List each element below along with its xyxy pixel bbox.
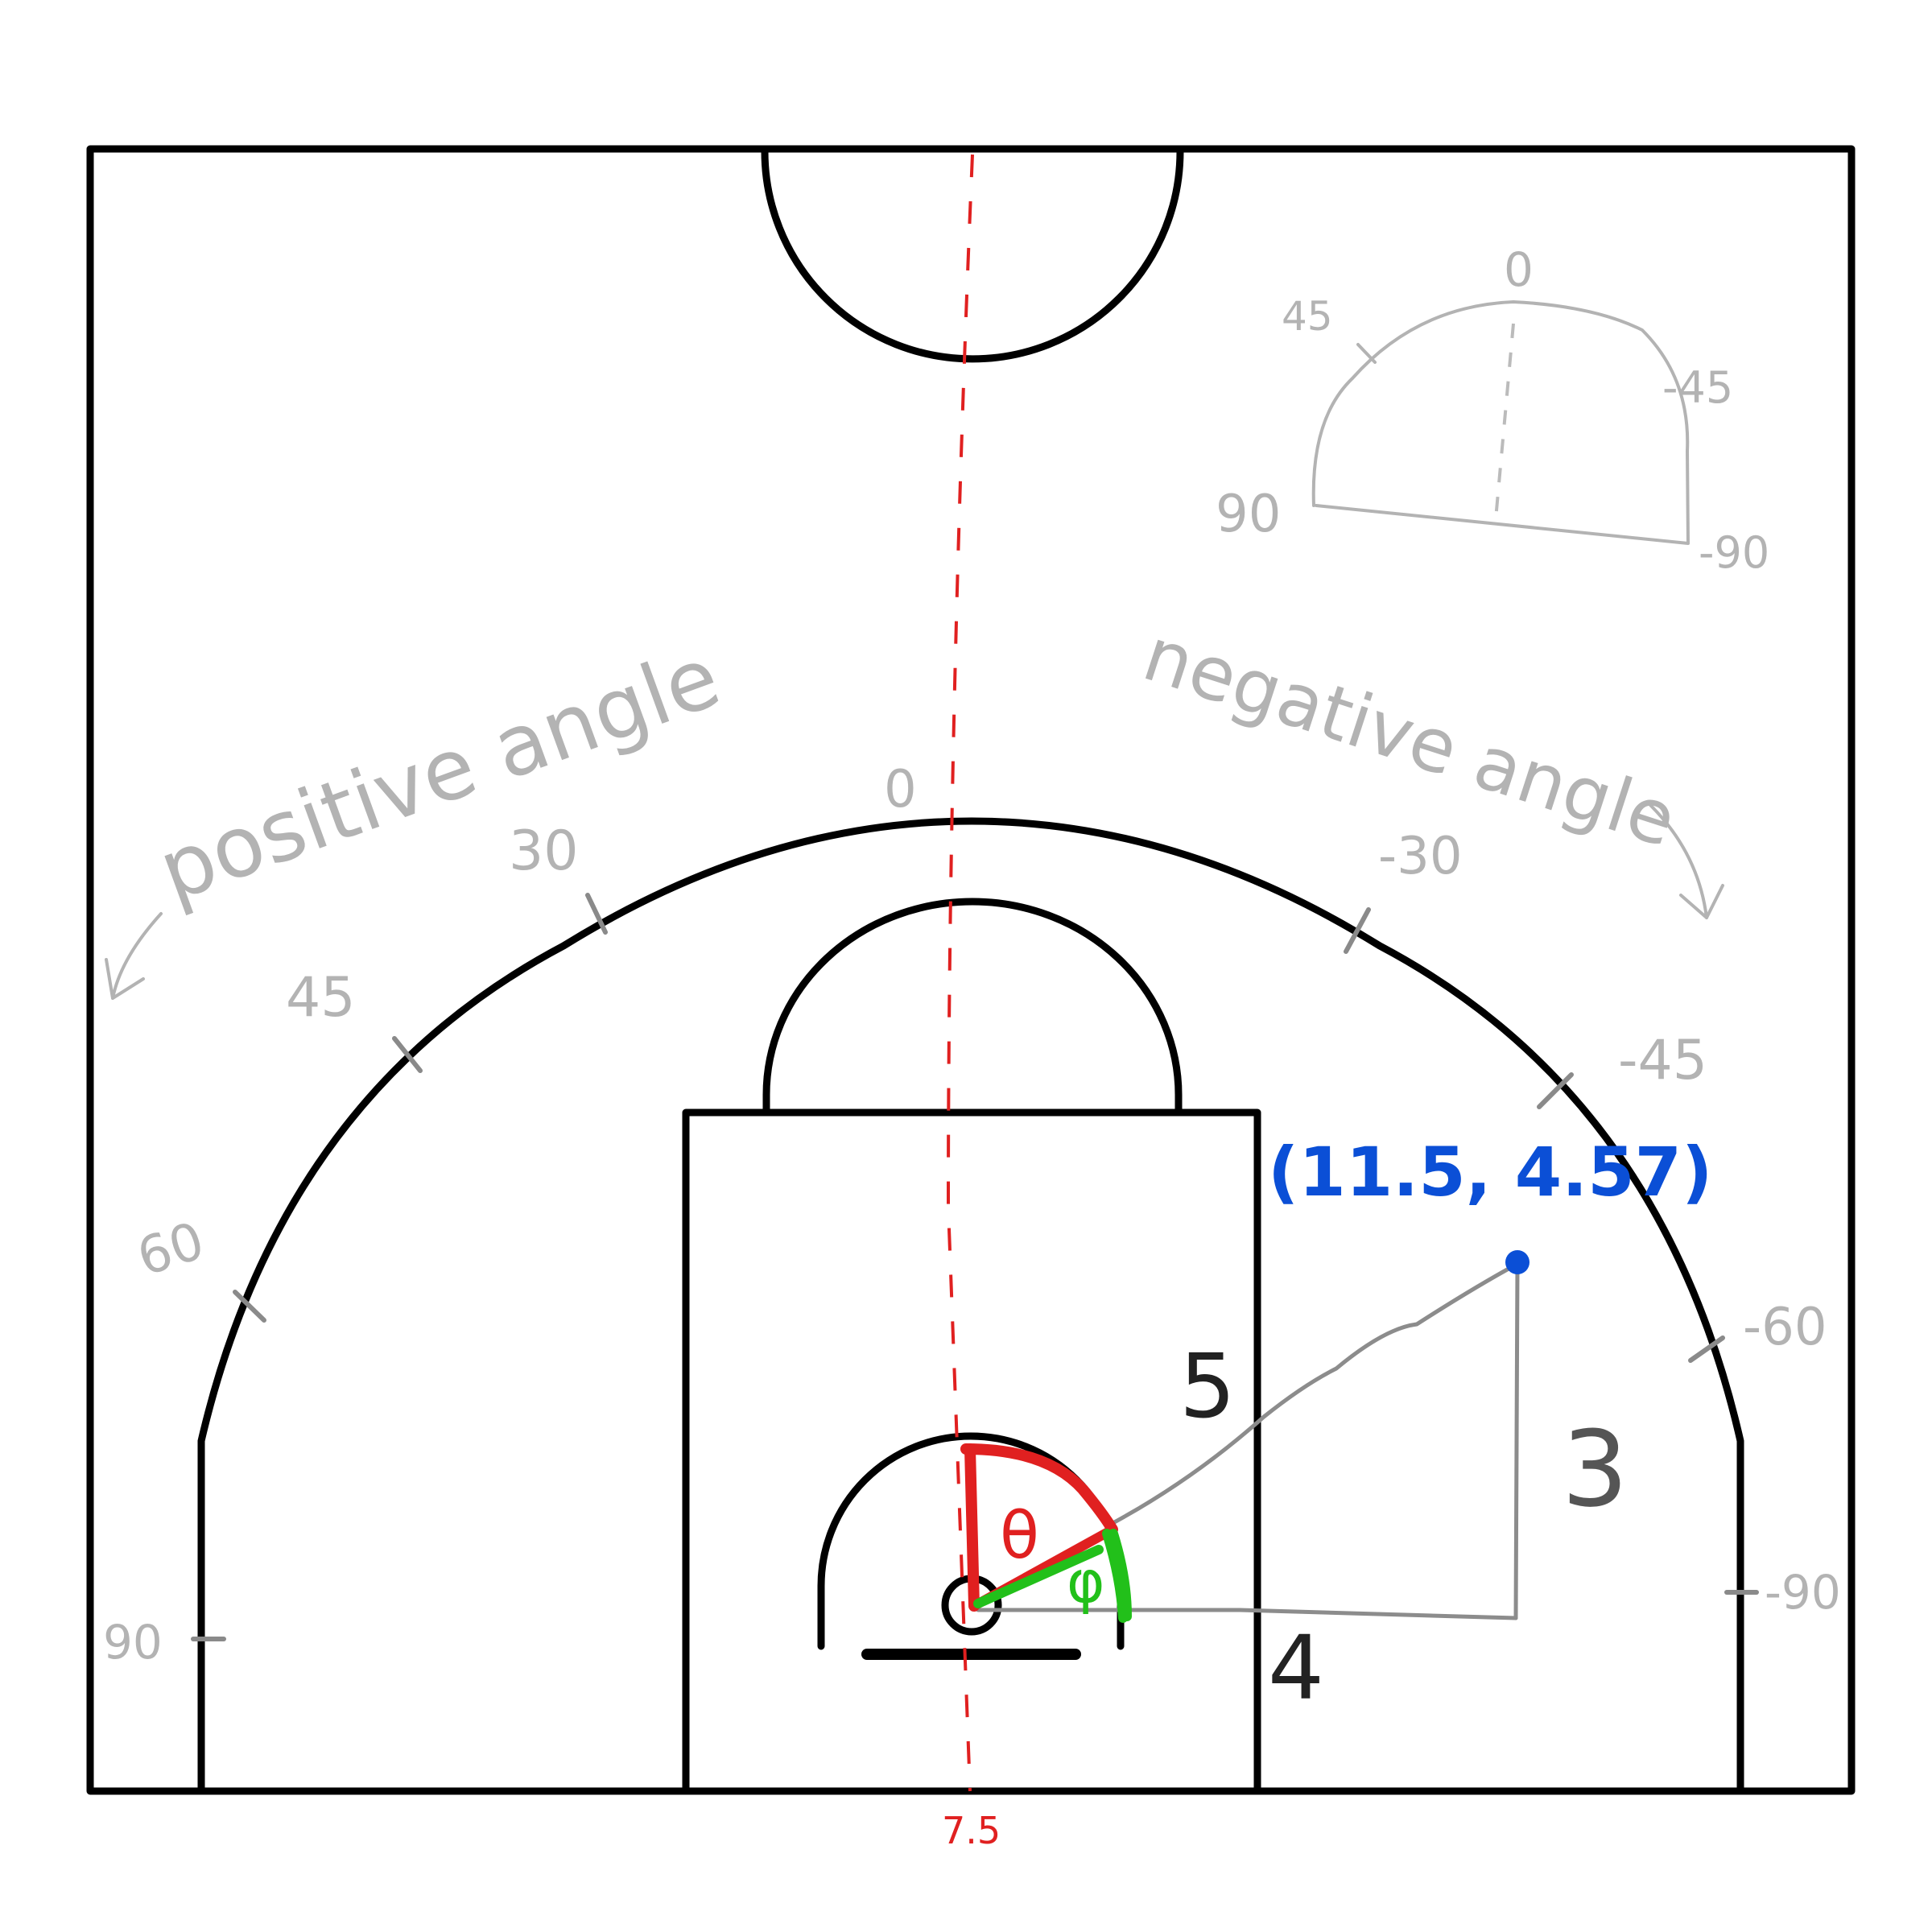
inset-angle-0: 0 [1504, 242, 1534, 297]
inset-angle-90: 90 [1216, 485, 1281, 544]
arc-angle-90: 90 [103, 1615, 163, 1670]
inset-angle-neg-45: -45 [1662, 362, 1733, 413]
arc-angle-neg-45: -45 [1618, 1029, 1707, 1092]
court-lines [86, 145, 1856, 1795]
point-coordinates: (11.5, 4.57) [1268, 1133, 1712, 1212]
inset-centerline [1494, 323, 1515, 520]
theta-label: θ [1000, 1498, 1039, 1573]
right-triangle: 5 3 4 [976, 1261, 1629, 1719]
arc-angle-neg-90: -90 [1765, 1565, 1841, 1620]
arc-angle-neg-60: -60 [1743, 1298, 1827, 1357]
centerline [946, 154, 974, 1792]
tick-30 [585, 893, 608, 935]
phi-arc [973, 1529, 1132, 1623]
hypotenuse-label: 5 [1179, 1335, 1236, 1438]
tick-neg-30 [1344, 907, 1371, 954]
tick-60 [233, 1290, 266, 1323]
triangle-rise [1513, 1261, 1520, 1620]
positive-angle-label: positive angle [147, 627, 732, 920]
theta-vertical-ray [964, 1443, 980, 1612]
inset-tick-45 [1356, 343, 1377, 364]
phi-angle: φ [973, 1529, 1132, 1623]
tick-neg-45 [1537, 1072, 1574, 1109]
inset-angle-neg-90: -90 [1699, 527, 1769, 578]
free-throw-circle [762, 898, 1183, 1117]
tick-45 [392, 1036, 423, 1073]
theta-arc [960, 1443, 1118, 1535]
triangle-run [976, 1608, 1518, 1620]
run-label: 4 [1268, 1616, 1324, 1719]
triangle-hypotenuse [1104, 1261, 1520, 1529]
negative-angle-arrow [1649, 803, 1724, 919]
angle-inset: 0 45 90 -45 -90 [1216, 242, 1769, 578]
rise-label: 3 [1562, 1408, 1629, 1530]
arc-angle-0: 0 [884, 760, 917, 819]
arc-angle-45: 45 [286, 966, 356, 1030]
arc-angle-neg-30: -30 [1378, 827, 1463, 886]
inset-outline [1311, 300, 1690, 545]
centerline-value: 7.5 [942, 1809, 1001, 1852]
key-lane [682, 1108, 1261, 1795]
arc-angle-60: 60 [130, 1212, 211, 1289]
three-point-line [197, 817, 1744, 1795]
theta-angle: θ [960, 1443, 1118, 1612]
inset-angle-45: 45 [1282, 293, 1333, 340]
phi-label: φ [1067, 1548, 1105, 1616]
arc-angle-30: 30 [509, 819, 579, 883]
center-circle [761, 147, 1184, 363]
target-point [1505, 1250, 1530, 1274]
tick-neg-60 [1688, 1335, 1725, 1363]
positive-angle-arrow [105, 912, 163, 1000]
